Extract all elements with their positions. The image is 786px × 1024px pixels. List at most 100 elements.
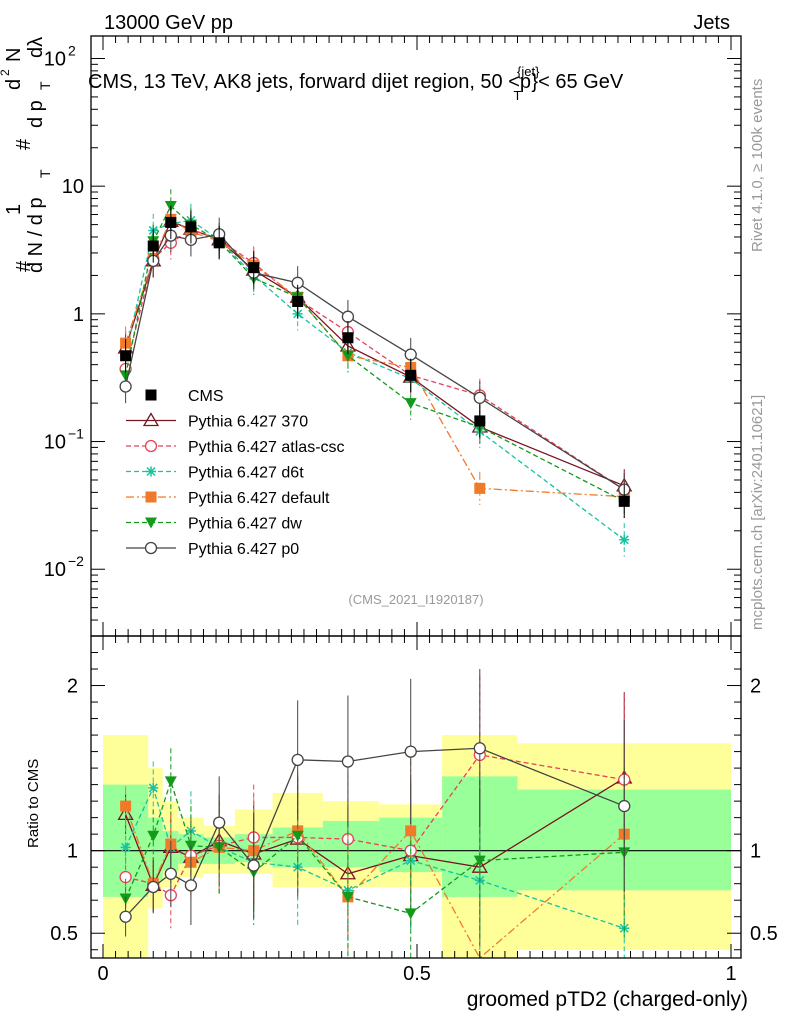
- legend-label: Pythia 6.427 d6t: [188, 465, 304, 482]
- data-point: [342, 332, 354, 344]
- legend-entry-pythia-6-427-p0: Pythia 6.427 p0: [126, 541, 299, 558]
- data-point: [119, 380, 132, 393]
- ylabel-dlambda: dλ: [25, 37, 47, 58]
- ratio-y-tick-label-right: 0.5: [750, 923, 778, 945]
- x-axis-label: groomed pTD2 (charged-only): [467, 988, 748, 1011]
- side-label-rivet: Rivet 4.1.0, ≥ 100k events: [749, 79, 766, 252]
- data-point: [341, 350, 354, 362]
- legend-marker: [145, 491, 157, 503]
- ratio-series-pythia-6-427-p0: [119, 669, 631, 937]
- ylabel-n: N: [3, 48, 25, 62]
- legend-entry-pythia-6-427-370: Pythia 6.427 370: [126, 412, 308, 431]
- ratio-point: [473, 742, 486, 755]
- data-point: [474, 415, 486, 427]
- ratio-point: [341, 891, 354, 903]
- data-point: [404, 348, 417, 361]
- x-tick-label: 0.5: [403, 963, 431, 985]
- ratio-point: [618, 799, 631, 813]
- data-point: [405, 369, 417, 381]
- data-point: [213, 237, 225, 249]
- ratio-point: [148, 782, 159, 793]
- ratio-y-axis-label: Ratio to CMS: [25, 759, 42, 848]
- series-line-pythia-6-427-dw: [124, 204, 625, 502]
- y-tick-label: 1: [73, 304, 84, 326]
- ratio-point: [473, 855, 486, 867]
- main-title-text: CMS, 13 TeV, AK8 jets, forward dijet reg…: [88, 71, 531, 93]
- main-y-axis-label: # 1 d N / d p T # d p T d 2 N dλ: [0, 37, 53, 273]
- y-tick-label: 10: [44, 48, 66, 70]
- data-point: [292, 295, 304, 307]
- ylabel-hash-2: #: [13, 138, 35, 150]
- data-point: [618, 495, 630, 507]
- legend: CMS Pythia 6.427 370 Pythia 6.427 atlas-cs…: [126, 388, 345, 558]
- header-left: 13000 GeV pp: [104, 12, 233, 34]
- series-cms: [120, 205, 630, 519]
- y-tick-label: 10: [44, 559, 66, 581]
- data-point: [619, 534, 630, 545]
- ratio-point: [147, 880, 160, 894]
- header-right: Jets: [693, 12, 730, 34]
- watermark: (CMS_2021_I1920187): [348, 592, 483, 607]
- ratio-plot-panel: 0 0.5 1 0.5 0.5 1 1 2 2: [50, 635, 778, 985]
- data-point: [248, 262, 260, 274]
- ylabel-dn-dpt: d N / d p: [25, 197, 47, 273]
- legend-marker: [145, 389, 157, 401]
- legend-entry-cms: CMS: [145, 388, 224, 405]
- legend-entry-pythia-6-427-default: Pythia 6.427 default: [126, 490, 330, 507]
- ylabel-hash-1: #: [13, 260, 35, 272]
- ratio-point: [120, 842, 131, 853]
- data-point: [341, 310, 355, 323]
- y-tick-label-exponent: −2: [68, 553, 84, 569]
- ylabel-dpt-sub: T: [37, 81, 53, 90]
- y-tick-label: 10: [44, 432, 66, 454]
- y-tick-label-exponent: 2: [68, 42, 76, 58]
- ylabel-one: 1: [3, 204, 25, 215]
- legend-entry-pythia-6-427-d6t: Pythia 6.427 d6t: [126, 465, 304, 482]
- ratio-y-tick-label-right: 2: [750, 676, 761, 698]
- y-tick-label-exponent: −1: [68, 426, 84, 442]
- data-point: [120, 350, 132, 362]
- side-label-mcplots: mcplots.cern.ch [arXiv:2401.10621]: [749, 395, 766, 630]
- legend-entry-pythia-6-427-atlas-csc: Pythia 6.427 atlas-csc: [126, 439, 345, 456]
- ratio-y-tick-label-left: 2: [67, 676, 78, 698]
- ylabel-d: d: [3, 79, 25, 90]
- legend-entry-pythia-6-427-dw: Pythia 6.427 dw: [126, 516, 302, 533]
- ratio-y-tick-label-left: 1: [67, 841, 78, 863]
- main-title-sup: {jet}: [517, 64, 540, 79]
- series-pythia-6-427-370: [117, 204, 633, 503]
- ylabel-dpt: d p: [25, 100, 47, 128]
- ratio-point: [341, 755, 355, 768]
- ratio-line-pythia-6-427-d6t: [125, 786, 625, 929]
- main-title-sub: T: [513, 88, 521, 103]
- series-pythia-6-427-p0: [119, 217, 631, 507]
- legend-label: Pythia 6.427 dw: [188, 516, 302, 533]
- ratio-point: [164, 867, 177, 880]
- ylabel-sq: 2: [0, 69, 12, 76]
- ratio-point: [147, 830, 160, 842]
- ratio-y-tick-label-right: 1: [750, 841, 761, 863]
- ratio-y-tick-label-left: 0.5: [50, 923, 78, 945]
- ratio-point: [405, 825, 417, 837]
- ratio-frame: [90, 635, 742, 959]
- legend-label: Pythia 6.427 default: [188, 490, 330, 507]
- x-tick-label: 0: [97, 963, 108, 985]
- legend-label: Pythia 6.427 p0: [188, 541, 299, 558]
- ratio-line-pythia-6-427-atlas-csc: [125, 754, 625, 897]
- ratio-point: [404, 908, 417, 920]
- data-point: [165, 216, 177, 228]
- ratio-point: [291, 830, 304, 842]
- ratio-point: [213, 816, 226, 829]
- legend-marker: [145, 517, 157, 529]
- ratio-point: [164, 776, 177, 788]
- ratio-point: [120, 800, 132, 812]
- data-point: [404, 398, 417, 410]
- ratio-point: [247, 859, 260, 872]
- legend-marker: [146, 466, 156, 477]
- x-tick-label: 1: [725, 963, 736, 985]
- legend-label: Pythia 6.427 atlas-csc: [188, 439, 345, 456]
- legend-marker: [144, 439, 158, 453]
- data-point: [185, 221, 197, 233]
- ratio-point: [119, 910, 132, 923]
